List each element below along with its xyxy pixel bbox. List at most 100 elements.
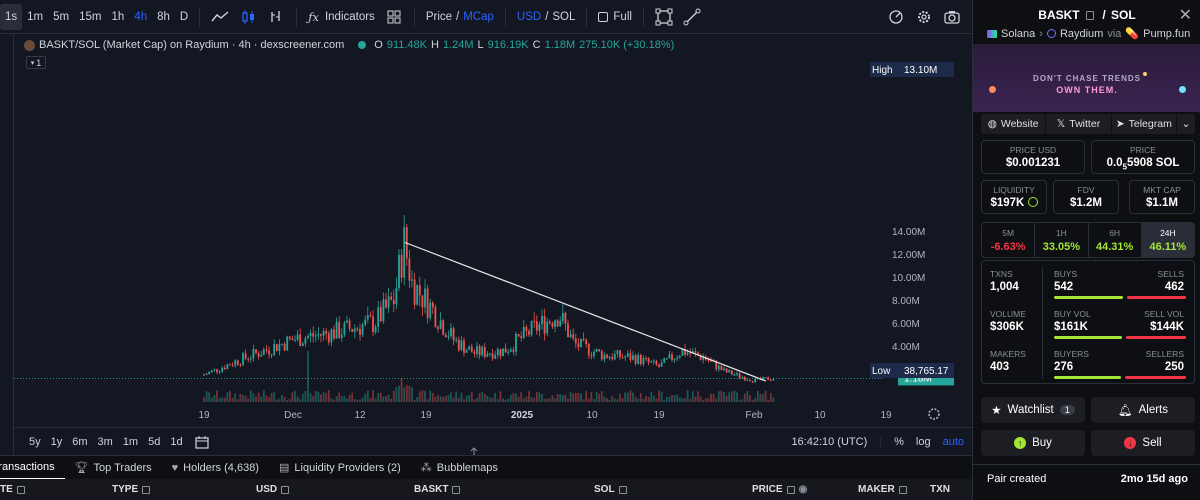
axis-settings-gear-icon[interactable] — [928, 408, 940, 420]
change-24h[interactable]: 24H 46.11% — [1141, 223, 1194, 257]
volume-bar — [270, 393, 273, 402]
filter-icon[interactable] — [898, 485, 907, 494]
telegram-button[interactable]: ➤ Telegram — [1112, 114, 1177, 134]
candle-body — [606, 354, 608, 359]
candle-body — [437, 326, 439, 329]
settings-gear-icon[interactable] — [910, 4, 938, 30]
timeframe-1h[interactable]: 1h — [111, 10, 125, 23]
bar-style-icon[interactable] — [262, 4, 290, 30]
timeframe-15m[interactable]: 15m — [79, 10, 102, 23]
close-icon[interactable]: ✕ — [1178, 7, 1192, 24]
range-5y[interactable]: 5y — [29, 435, 41, 448]
column-header-usd[interactable]: USD — [256, 484, 290, 495]
dex-link[interactable]: Raydium — [1059, 27, 1104, 40]
candle-style-icon[interactable] — [234, 4, 262, 30]
tab-bubblemaps[interactable]: ⁂ Bubblemaps — [411, 456, 508, 480]
range-5d[interactable]: 5d — [148, 435, 161, 448]
volume-bar — [400, 378, 403, 402]
layout-grid-icon[interactable] — [380, 4, 408, 30]
column-header-baskt[interactable]: BASKT — [414, 484, 461, 495]
chain-link[interactable]: Solana — [1001, 27, 1036, 40]
x-logo-icon: 𝕏 — [1056, 118, 1066, 130]
candle-body — [307, 336, 309, 339]
column-label: TYPE — [112, 484, 139, 495]
twitter-button[interactable]: 𝕏 Twitter — [1046, 114, 1112, 134]
transactions-table-header: TE TYPE USD BASKT SOL PRICE ◉ MAKER TXN — [0, 479, 972, 500]
website-button[interactable]: ◍ Website — [981, 114, 1047, 134]
watchlist-button[interactable]: ★ Watchlist 1 — [981, 397, 1085, 423]
usd-sol-toggle[interactable]: USD / SOL — [512, 4, 581, 30]
tab-liquidity[interactable]: ▤ Liquidity Providers (2) — [269, 456, 411, 480]
full-button[interactable]: Full — [593, 4, 637, 30]
range-1m[interactable]: 1m — [122, 435, 139, 448]
range-3m[interactable]: 3m — [97, 435, 113, 448]
candle-body — [327, 333, 330, 343]
volume-bar — [377, 392, 380, 402]
line-chart-icon[interactable] — [206, 4, 234, 30]
candle-body — [538, 324, 541, 331]
filter-icon[interactable] — [142, 485, 151, 494]
timeframe-5m[interactable]: 5m — [53, 10, 70, 23]
current-price-tag-value: 1.18M — [904, 373, 932, 384]
range-1d[interactable]: 1d — [170, 435, 183, 448]
percent-scale-toggle[interactable]: % — [894, 435, 904, 448]
sell-button[interactable]: ↓ Sell — [1091, 430, 1195, 456]
timeframe-D[interactable]: D — [179, 10, 189, 23]
volume-bar — [554, 398, 556, 402]
auto-scale-toggle[interactable]: auto — [942, 435, 964, 448]
price-mcap-toggle[interactable]: Price / MCap — [421, 4, 499, 30]
alerts-button[interactable]: 🔔︎ Alerts — [1091, 397, 1195, 423]
log-scale-toggle[interactable]: log — [915, 435, 931, 448]
candle-body — [382, 299, 385, 322]
range-1y[interactable]: 1y — [50, 435, 63, 448]
tab-top[interactable]: 🏆︎ Top Traders — [65, 456, 162, 480]
indicators-button[interactable]: ƒx Indicators — [303, 4, 380, 30]
camera-icon[interactable] — [938, 4, 966, 30]
user-trendline[interactable] — [404, 241, 767, 382]
timeframe-1m[interactable]: 1m — [27, 10, 44, 23]
volume-bar — [252, 393, 255, 402]
currency-toggle-icon[interactable]: ◉ — [798, 484, 808, 495]
change-1h[interactable]: 1H 33.05% — [1035, 223, 1089, 257]
timeframe-4h[interactable]: 4h — [134, 10, 148, 23]
filter-icon[interactable] — [618, 485, 627, 494]
tab-transactions[interactable]: Transactions — [0, 456, 65, 480]
column-header-te[interactable]: TE — [0, 484, 25, 495]
candle-body — [260, 354, 263, 357]
trendline-tool-icon[interactable] — [678, 4, 706, 30]
timeframe-8h[interactable]: 8h — [157, 10, 170, 23]
price-chart[interactable]: 14.00M12.00M10.00M8.00M6.00M4.00M2.00M19… — [14, 34, 972, 427]
column-header-txn[interactable]: TXN — [930, 484, 950, 495]
buy-button[interactable]: ↑ Buy — [981, 430, 1085, 456]
tab-holders[interactable]: ♥ Holders (4,638) — [162, 456, 269, 480]
indicator-collapse-badge[interactable]: ▾ 1 — [26, 56, 46, 69]
column-header-type[interactable]: TYPE — [112, 484, 151, 495]
utc-clock[interactable]: 16:42:10 (UTC) — [791, 435, 868, 448]
calendar-range-icon[interactable] — [188, 429, 216, 455]
filter-icon[interactable] — [16, 485, 25, 494]
change-5m[interactable]: 5M -6.63% — [982, 223, 1036, 257]
column-header-price[interactable]: PRICE ◉ — [752, 484, 807, 495]
filter-icon[interactable] — [281, 485, 290, 494]
more-links-button[interactable]: ⌄ — [1177, 114, 1195, 134]
copy-icon[interactable] — [1085, 11, 1094, 20]
launchpad-link[interactable]: Pump.fun — [1143, 27, 1191, 40]
replay-icon[interactable] — [882, 4, 910, 30]
filter-icon[interactable] — [452, 485, 461, 494]
change-value: 275.10K (+30.18%) — [579, 39, 675, 51]
timeframe-1s[interactable]: 1s — [0, 3, 23, 30]
fullscreen-icon[interactable] — [650, 4, 678, 30]
volume-bar — [499, 391, 502, 402]
candle-body — [210, 370, 213, 372]
promo-banner[interactable]: DON'T CHASE TRENDS OWN THEM. — [973, 44, 1200, 112]
candle-body — [611, 356, 614, 360]
change-6h[interactable]: 6H 44.31% — [1089, 223, 1142, 257]
column-header-sol[interactable]: SOL — [594, 484, 627, 495]
filter-icon[interactable] — [786, 485, 795, 494]
time-tick-label: 2025 — [511, 410, 534, 421]
column-header-maker[interactable]: MAKER — [858, 484, 907, 495]
candle-body — [743, 377, 746, 381]
range-6m[interactable]: 6m — [72, 435, 88, 448]
volume-bar — [413, 399, 416, 402]
bottom-divider: | — [879, 435, 883, 448]
